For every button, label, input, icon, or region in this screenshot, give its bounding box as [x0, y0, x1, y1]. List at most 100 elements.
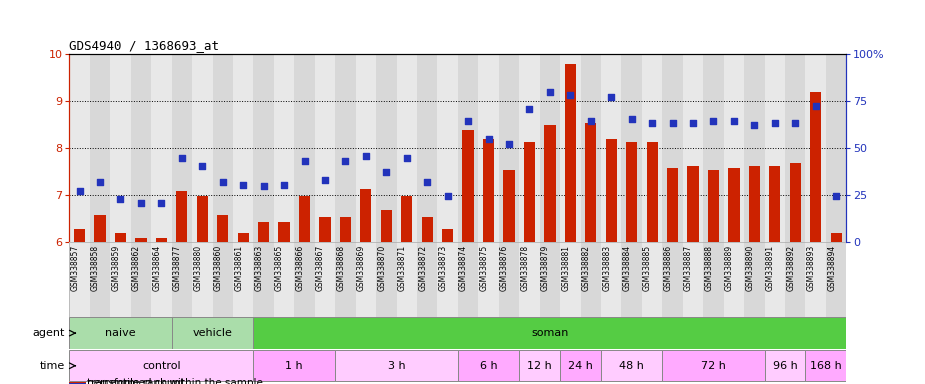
Text: GSM338893: GSM338893 — [807, 245, 816, 291]
Point — [113, 195, 128, 202]
Text: percentile rank within the sample: percentile rank within the sample — [87, 379, 263, 384]
Bar — [278, 222, 290, 242]
Point — [624, 116, 639, 122]
Bar — [728, 167, 739, 242]
Text: GSM338868: GSM338868 — [337, 245, 345, 291]
Point — [501, 141, 516, 147]
Bar — [519, 242, 539, 317]
Bar — [561, 350, 601, 381]
Text: GSM338860: GSM338860 — [214, 245, 223, 291]
Bar — [417, 54, 438, 242]
Bar — [765, 350, 806, 381]
Text: vehicle: vehicle — [192, 328, 232, 338]
Bar — [478, 242, 499, 317]
Point — [604, 94, 619, 100]
Bar — [397, 242, 417, 317]
Point — [297, 158, 312, 164]
Bar — [539, 242, 561, 317]
Bar — [499, 54, 519, 242]
Text: GSM338858: GSM338858 — [91, 245, 100, 291]
Bar — [197, 196, 208, 242]
Text: GSM338894: GSM338894 — [827, 245, 836, 291]
Bar — [601, 54, 622, 242]
Point — [788, 120, 803, 126]
Point — [175, 155, 190, 161]
Bar — [790, 163, 801, 242]
Bar — [499, 242, 519, 317]
Text: GSM338882: GSM338882 — [582, 245, 591, 291]
Point — [768, 120, 783, 126]
Bar — [274, 54, 294, 242]
Bar — [519, 54, 539, 242]
Text: GSM338877: GSM338877 — [173, 245, 182, 291]
Text: GSM338864: GSM338864 — [153, 245, 161, 291]
Point — [461, 118, 475, 124]
Point — [195, 163, 210, 169]
Point — [440, 193, 455, 199]
Bar — [335, 242, 355, 317]
Bar — [335, 54, 355, 242]
Bar — [462, 130, 474, 242]
Bar — [667, 167, 678, 242]
Text: GSM338875: GSM338875 — [479, 245, 488, 291]
Bar — [213, 54, 233, 242]
Point — [706, 118, 721, 124]
Bar — [69, 382, 86, 383]
Text: 6 h: 6 h — [480, 361, 498, 371]
Bar — [458, 242, 478, 317]
Bar — [647, 142, 658, 242]
Text: 1 h: 1 h — [286, 361, 303, 371]
Bar — [703, 54, 723, 242]
Bar — [299, 196, 310, 242]
Text: GSM338872: GSM338872 — [418, 245, 427, 291]
Bar — [483, 139, 494, 242]
Text: 96 h: 96 h — [772, 361, 797, 371]
Point — [808, 103, 823, 109]
Text: GSM338874: GSM338874 — [459, 245, 468, 291]
Bar — [561, 242, 581, 317]
Bar — [770, 166, 781, 242]
Point — [522, 106, 536, 113]
Bar — [601, 350, 662, 381]
Bar — [586, 123, 597, 242]
Point — [563, 92, 578, 98]
Text: GSM338892: GSM338892 — [786, 245, 796, 291]
Bar — [626, 142, 637, 242]
Bar — [335, 350, 458, 381]
Bar — [748, 166, 760, 242]
Bar — [314, 242, 335, 317]
Bar — [519, 350, 561, 381]
Point — [747, 122, 762, 128]
Bar — [376, 54, 397, 242]
Text: GSM338880: GSM338880 — [193, 245, 203, 291]
Point — [645, 120, 660, 126]
Bar — [524, 142, 535, 242]
Text: GDS4940 / 1368693_at: GDS4940 / 1368693_at — [69, 39, 219, 52]
Bar — [253, 54, 274, 242]
Point — [236, 182, 251, 188]
Bar — [151, 242, 172, 317]
Bar — [744, 242, 765, 317]
Bar — [155, 238, 167, 242]
Point — [154, 200, 168, 207]
Text: 168 h: 168 h — [810, 361, 842, 371]
Text: GSM338863: GSM338863 — [254, 245, 264, 291]
Point — [256, 183, 271, 189]
Bar — [90, 54, 110, 242]
Bar — [130, 242, 151, 317]
Point — [481, 136, 496, 142]
Point — [420, 179, 435, 185]
Text: GSM338884: GSM338884 — [623, 245, 632, 291]
Point — [216, 179, 230, 185]
Bar — [69, 350, 253, 381]
Bar — [376, 242, 397, 317]
Point — [726, 118, 741, 124]
Bar — [274, 242, 294, 317]
Bar — [217, 215, 228, 242]
Bar — [422, 217, 433, 242]
Bar — [662, 54, 683, 242]
Bar — [130, 54, 151, 242]
Point — [379, 169, 394, 175]
Bar — [785, 54, 806, 242]
Text: GSM338857: GSM338857 — [70, 245, 80, 291]
